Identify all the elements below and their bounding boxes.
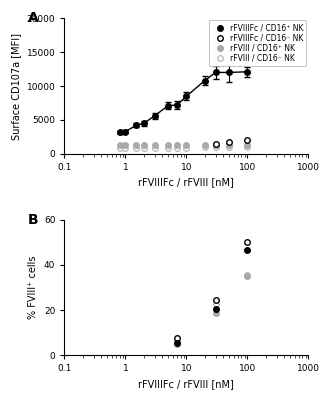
Text: B: B	[28, 213, 38, 227]
Legend: rFVIIIFc / CD16⁺ NK, rFVIIIFc / CD16⁻ NK, rFVIII / CD16⁺ NK, rFVIII / CD16⁻ NK: rFVIIIFc / CD16⁺ NK, rFVIIIFc / CD16⁻ NK…	[209, 20, 306, 66]
Y-axis label: Surface CD107a [MFI]: Surface CD107a [MFI]	[11, 32, 21, 140]
X-axis label: rFVIIIFc / rFVIII [nM]: rFVIIIFc / rFVIII [nM]	[138, 379, 234, 389]
Y-axis label: % FVIII⁺ cells: % FVIII⁺ cells	[28, 256, 38, 319]
X-axis label: rFVIIIFc / rFVIII [nM]: rFVIIIFc / rFVIII [nM]	[138, 178, 234, 188]
Text: A: A	[28, 11, 39, 25]
